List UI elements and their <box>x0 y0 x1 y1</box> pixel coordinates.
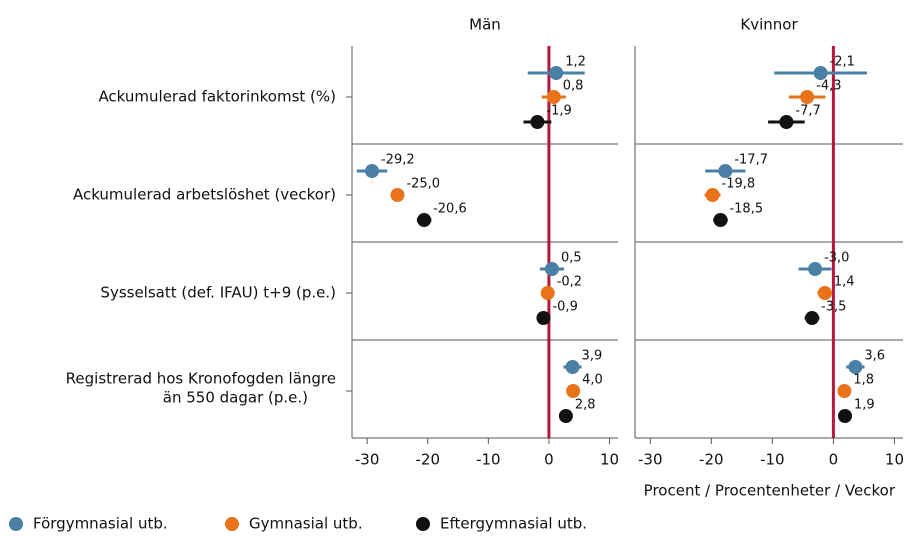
legend-marker <box>416 517 430 531</box>
x-axis-label: Procent / Procentenheter / Veckor <box>644 482 896 500</box>
x-tick-label: 0 <box>544 451 554 469</box>
value-label: 1,2 <box>565 55 586 70</box>
value-label: 4,0 <box>582 373 603 388</box>
dot <box>848 360 863 374</box>
value-label: -25,0 <box>406 177 440 192</box>
value-label: -17,7 <box>734 153 768 168</box>
dot <box>544 262 559 276</box>
dot <box>390 188 405 202</box>
dot <box>566 384 581 398</box>
x-tick-label: -10 <box>476 451 501 469</box>
row-label: Sysselsatt (def. IFAU) t+9 (p.e.) <box>100 284 336 302</box>
dot <box>705 188 720 202</box>
dot <box>817 286 832 300</box>
x-tick-label: -20 <box>699 451 724 469</box>
dot <box>540 286 555 300</box>
dot <box>808 262 823 276</box>
legend-marker <box>225 517 239 531</box>
value-label: -2,1 <box>830 55 855 70</box>
row-label: Registrerad hos Kronofogden längre än 550… <box>66 369 336 406</box>
dot <box>417 213 432 227</box>
row-label: Ackumulerad faktorinkomst (%) <box>98 88 336 106</box>
value-label: -18,5 <box>729 202 763 217</box>
value-label: 0,5 <box>561 251 582 266</box>
value-label: 3,6 <box>864 349 885 364</box>
x-tick-label: 0 <box>829 451 839 469</box>
facet-title: Kvinnor <box>740 16 798 34</box>
value-label: -19,8 <box>722 177 756 192</box>
dot <box>565 360 580 374</box>
x-tick-label: -20 <box>415 451 440 469</box>
x-tick-label: -30 <box>355 451 380 469</box>
value-label: 2,8 <box>575 398 596 413</box>
dot <box>837 384 852 398</box>
value-label: -3,0 <box>824 251 849 266</box>
dot <box>718 164 733 178</box>
dot <box>364 164 379 178</box>
dot <box>838 409 853 423</box>
value-label: -1,9 <box>546 104 571 119</box>
dot <box>800 90 815 104</box>
x-tick-label: -10 <box>760 451 785 469</box>
dot <box>549 66 564 80</box>
value-label: -4,3 <box>816 79 841 94</box>
x-tick-label: -30 <box>638 451 663 469</box>
legend-marker <box>9 517 23 531</box>
dot <box>805 311 820 325</box>
legend-label: Eftergymnasial utb. <box>440 515 587 533</box>
value-label: -29,2 <box>381 153 415 168</box>
dot <box>713 213 728 227</box>
value-label: 1,8 <box>853 373 874 388</box>
row-label: Ackumulerad arbetslöshet (veckor) <box>73 186 336 204</box>
dot <box>536 311 551 325</box>
value-label: 3,9 <box>582 349 603 364</box>
value-label: -0,9 <box>552 300 577 315</box>
value-label: 1,9 <box>854 398 875 413</box>
value-label: 1,4 <box>834 275 855 290</box>
dot <box>530 115 545 129</box>
value-label: 0,8 <box>563 79 584 94</box>
dot <box>813 66 828 80</box>
x-tick-label: 10 <box>600 451 619 469</box>
legend-label: Gymnasial utb. <box>249 515 363 533</box>
value-label: -0,2 <box>557 275 582 290</box>
x-tick-label: 10 <box>885 451 904 469</box>
facet-title: Män <box>469 16 501 34</box>
dot <box>546 90 561 104</box>
dot <box>779 115 794 129</box>
legend-label: Förgymnasial utb. <box>33 515 168 533</box>
dot <box>558 409 573 423</box>
value-label: -3,5 <box>821 300 846 315</box>
value-label: -20,6 <box>433 202 467 217</box>
value-label: -7,7 <box>795 104 820 119</box>
